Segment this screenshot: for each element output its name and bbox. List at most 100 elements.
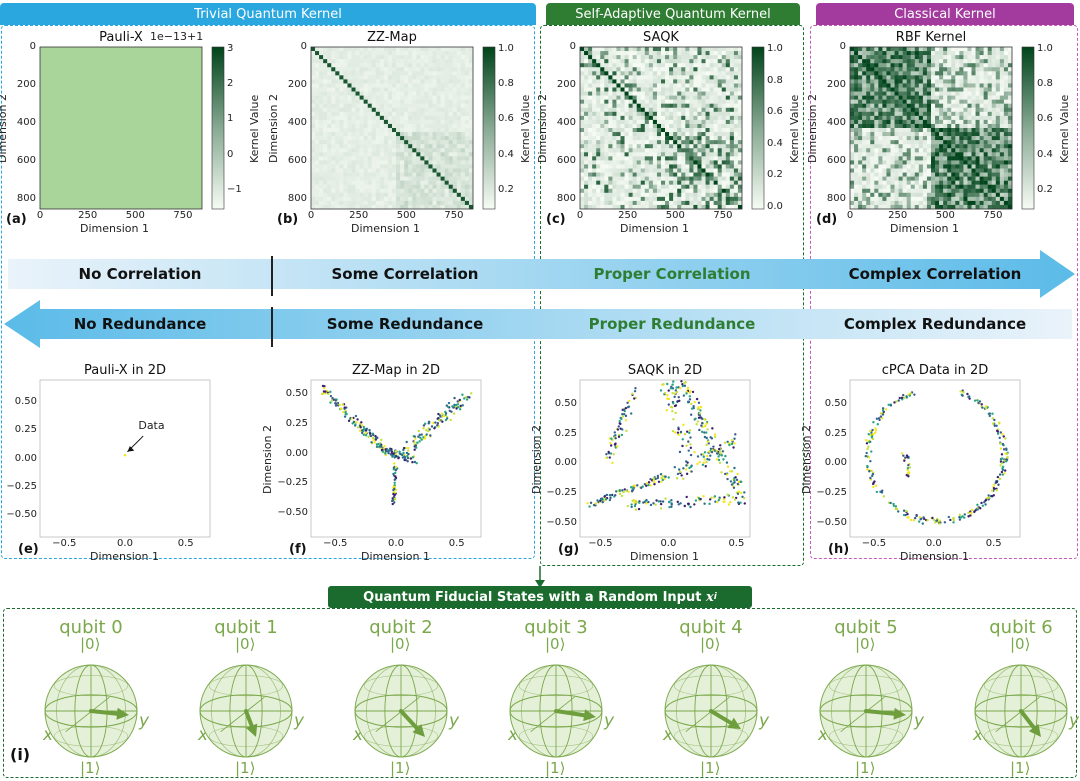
heatmap-cell [331, 152, 336, 157]
heatmap-cell [979, 188, 984, 193]
heatmap-cell [709, 196, 714, 202]
heatmap-cell [420, 51, 425, 56]
heatmap-cell [914, 204, 920, 210]
heatmap-cell [665, 136, 670, 141]
heatmap-cell [862, 67, 867, 72]
heatmap-cell [343, 132, 348, 137]
heatmap-cell [335, 123, 340, 129]
heatmap-cell [588, 152, 593, 157]
heatmap-cell [677, 107, 682, 112]
heatmap-cell [616, 83, 621, 88]
heatmap-cell [713, 148, 718, 153]
heatmap-cell [918, 115, 924, 121]
heatmap-cell [408, 123, 413, 129]
heatmap-cell [404, 59, 409, 64]
heatmap-cell [951, 128, 956, 133]
heatmap-cell [862, 152, 867, 157]
heatmap-cell [693, 51, 698, 56]
heatmap-cell [632, 99, 637, 104]
heatmap-cell [588, 128, 593, 133]
heatmap-cell [412, 144, 417, 149]
heatmap-cell [416, 123, 421, 129]
heatmap-cell [375, 176, 381, 181]
heatmap-cell [894, 79, 899, 84]
heatmap-cell [689, 123, 694, 129]
heatmap-cell [979, 107, 984, 112]
heatmap-cell [906, 196, 911, 202]
heatmap-cell [404, 55, 409, 60]
heatmap-cell [612, 140, 617, 145]
heatmap-cell [713, 111, 718, 117]
heatmap-cell [400, 71, 405, 76]
heatmap-cell [721, 83, 726, 88]
heatmap-cell [444, 148, 449, 153]
heatmap-cell [955, 91, 960, 96]
heatmap-cell [858, 123, 863, 129]
heatmap-cell [347, 55, 352, 60]
heatmap-cell [906, 63, 911, 68]
heatmap-cell [971, 152, 976, 157]
heatmap-cell [624, 168, 629, 173]
band-proper-correlation: Proper Correlation [593, 265, 751, 283]
heatmap-cell [693, 99, 698, 104]
heatmap-cell [311, 119, 316, 125]
heatmap-cell [632, 164, 637, 169]
heatmap-cell [379, 79, 385, 84]
heatmap-cell [870, 95, 875, 100]
heatmap-cell [652, 196, 658, 202]
heatmap-cell [620, 59, 625, 64]
heatmap-cell [648, 160, 654, 165]
heatmap-cell [983, 59, 988, 64]
heatmap-cell [935, 156, 940, 161]
heatmap-cell [910, 123, 915, 129]
frame-fiducial [3, 608, 1077, 778]
heatmap-cell [632, 192, 637, 198]
scatter-point [356, 426, 360, 429]
heatmap-cell [404, 196, 409, 202]
heatmap-cell [408, 103, 413, 108]
heatmap-cell [404, 200, 409, 206]
heatmap-cell [428, 55, 433, 60]
heatmap-cell [400, 99, 405, 104]
heatmap-cell [987, 59, 992, 64]
heatmap-cell [604, 168, 609, 173]
heatmap-cell [580, 196, 585, 202]
heatmap-cell [898, 172, 903, 177]
heatmap-cell [721, 140, 726, 145]
scatter-ytick: −0.50 [6, 508, 37, 520]
heatmap-cell [444, 55, 449, 60]
heatmap-cell [584, 83, 589, 88]
heatmap-cell [628, 71, 633, 76]
scatter-title-1: ZZ-Map in 2D [351, 363, 441, 378]
heatmap-cell [355, 128, 360, 133]
heatmap-cell [926, 99, 932, 104]
heatmap-cell [894, 47, 899, 52]
heatmap-cell [616, 144, 621, 149]
kernel-ytick: 400 [16, 117, 36, 129]
heatmap-cell [343, 180, 348, 185]
heatmap-cell [685, 99, 690, 104]
heatmap-cell [689, 83, 694, 88]
heatmap-cell [420, 156, 425, 161]
heatmap-cell [898, 140, 903, 145]
heatmap-cell [701, 107, 706, 112]
heatmap-cell [870, 136, 875, 141]
heatmap-cell [464, 115, 470, 121]
heatmap-cell [922, 132, 928, 137]
heatmap-cell [943, 111, 948, 117]
heatmap-cell [616, 172, 621, 177]
heatmap-cell [652, 67, 658, 72]
heatmap-cell [383, 152, 389, 157]
heatmap-cell [420, 107, 425, 112]
heatmap-cell [464, 136, 470, 141]
heatmap-cell [604, 164, 609, 169]
heatmap-cell [886, 188, 891, 193]
heatmap-cell [604, 103, 609, 108]
heatmap-cell [717, 188, 722, 193]
heatmap-cell [436, 140, 441, 145]
heatmap-cell [991, 164, 996, 169]
heatmap-cell [440, 200, 445, 206]
heatmap-cell [636, 71, 641, 76]
heatmap-cell [1003, 200, 1009, 206]
heatmap-cell [656, 184, 662, 189]
